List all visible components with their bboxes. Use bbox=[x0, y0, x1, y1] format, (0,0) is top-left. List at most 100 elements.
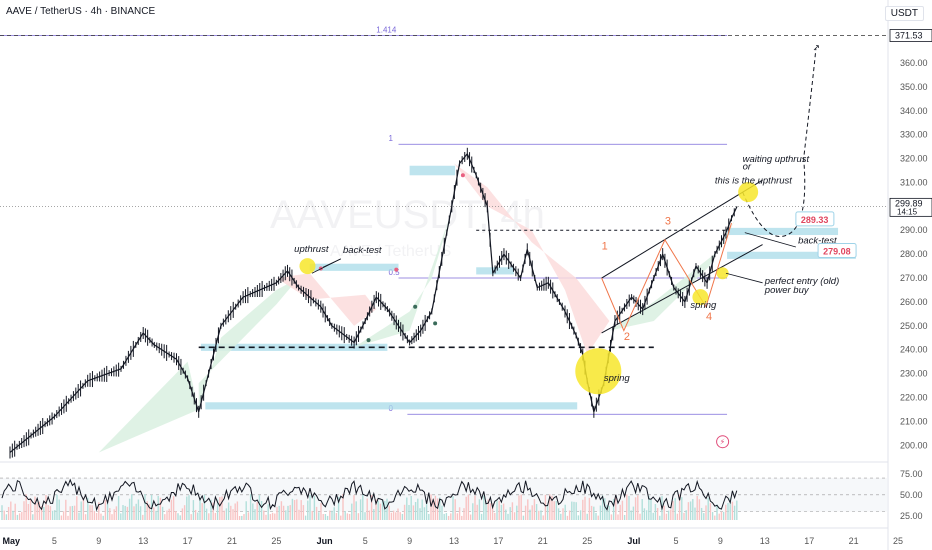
price-path-segment bbox=[520, 249, 528, 279]
trend-cloud bbox=[354, 211, 452, 348]
price-path-segment bbox=[120, 332, 144, 370]
signal-dot bbox=[366, 338, 371, 343]
target-price-label: 371.53 bbox=[895, 31, 923, 41]
annotation-text: perfect entry (old) bbox=[764, 276, 839, 287]
wave-label: 2 bbox=[624, 331, 630, 343]
time-tick-label: Jul bbox=[627, 536, 640, 546]
annotation-text: spring bbox=[604, 373, 631, 384]
price-tick-label: 260.00 bbox=[900, 297, 928, 307]
highlight-circle bbox=[575, 348, 622, 395]
price-path-segment bbox=[451, 163, 461, 207]
price-tick-label: 330.00 bbox=[900, 130, 928, 140]
signal-dot bbox=[433, 321, 438, 326]
rsi-line bbox=[1, 478, 738, 512]
time-tick-label: 21 bbox=[227, 536, 237, 546]
projection-path bbox=[742, 48, 817, 237]
price-tick-label: 360.00 bbox=[900, 58, 928, 68]
trend-cloud bbox=[98, 361, 199, 453]
highlight-circle bbox=[716, 267, 729, 280]
time-tick-label: 9 bbox=[96, 536, 101, 546]
wave-label: 3 bbox=[665, 215, 671, 227]
time-tick-label: 9 bbox=[718, 536, 723, 546]
currency-button[interactable]: USDT bbox=[884, 6, 924, 21]
price-tag: 279.08 bbox=[817, 243, 857, 259]
annotation-text: spring bbox=[690, 300, 717, 311]
time-tick-label: 17 bbox=[183, 536, 193, 546]
current-price-label: 299.89 bbox=[895, 198, 923, 208]
wave-label: 1 bbox=[602, 240, 608, 252]
candle-countdown-label: 14:15 bbox=[897, 207, 918, 216]
time-tick-label: 25 bbox=[893, 536, 903, 546]
support-zone bbox=[409, 165, 456, 176]
time-tick-label: 21 bbox=[538, 536, 548, 546]
time-tick-label: 13 bbox=[138, 536, 148, 546]
price-tick-label: 210.00 bbox=[900, 416, 928, 426]
rsi-tick-label: 25.00 bbox=[900, 511, 923, 521]
price-tick-label: 340.00 bbox=[900, 106, 928, 116]
channel-lower-line bbox=[601, 244, 763, 334]
price-tick-label: 250.00 bbox=[900, 321, 928, 331]
annotation-text: this is the upthrust bbox=[715, 176, 792, 187]
time-tick-label: 13 bbox=[449, 536, 459, 546]
price-tick-label: 320.00 bbox=[900, 154, 928, 164]
alert-bolt-glyph: ⚡ bbox=[720, 438, 726, 447]
annotation-pointer bbox=[322, 258, 341, 268]
price-tag: 289.33 bbox=[795, 211, 835, 227]
highlight-circle bbox=[692, 289, 709, 306]
wave-label: 4 bbox=[706, 311, 712, 323]
highlight-circle bbox=[299, 258, 316, 275]
signal-dot bbox=[413, 304, 418, 309]
price-path-segment bbox=[331, 325, 355, 344]
annotation-text: upthrust bbox=[294, 244, 329, 255]
current-price-box bbox=[889, 197, 932, 217]
target-price-box bbox=[889, 29, 932, 42]
annotation-text: or bbox=[743, 161, 752, 172]
price-tick-label: 310.00 bbox=[900, 177, 928, 187]
price-tick-label: 230.00 bbox=[900, 369, 928, 379]
price-tick-label: 240.00 bbox=[900, 345, 928, 355]
channel-upper-line bbox=[601, 179, 763, 279]
fib-level-label: 0.5 bbox=[389, 268, 401, 277]
price-tag-label: 289.33 bbox=[801, 215, 829, 225]
price-tag-label: 279.08 bbox=[823, 247, 851, 257]
time-tick-label: 5 bbox=[363, 536, 368, 546]
watermark-text: AAVEUSDT, 4h bbox=[270, 193, 545, 237]
price-tick-label: 280.00 bbox=[900, 249, 928, 259]
price-path-segment bbox=[198, 325, 222, 412]
annotation-pointer bbox=[725, 272, 763, 284]
time-tick-label: 25 bbox=[582, 536, 592, 546]
annotation-text: back-test bbox=[343, 245, 382, 256]
time-tick-label: 5 bbox=[52, 536, 57, 546]
price-path-segment bbox=[575, 335, 584, 355]
rsi-tick-label: 50.00 bbox=[900, 490, 923, 500]
price-tick-label: 200.00 bbox=[900, 440, 928, 450]
annotation-text: power buy bbox=[764, 285, 810, 296]
fib-level-label: 1.414 bbox=[376, 26, 397, 35]
support-zone bbox=[309, 263, 399, 271]
price-path-segment bbox=[706, 253, 716, 283]
price-tag-box bbox=[817, 243, 857, 259]
rsi-tick-label: 75.00 bbox=[900, 469, 923, 479]
price-path-segment bbox=[298, 287, 322, 308]
support-zone bbox=[727, 227, 839, 236]
price-tick-label: 290.00 bbox=[900, 225, 928, 235]
watermark-subtext: AAVE / TetherUS bbox=[330, 243, 451, 260]
time-tick-label: Jun bbox=[317, 536, 333, 546]
annotation-pointer bbox=[744, 232, 796, 248]
signal-dot bbox=[460, 173, 465, 178]
time-tick-label: 17 bbox=[493, 536, 503, 546]
alert-bolt-icon bbox=[716, 435, 730, 449]
time-tick-label: 21 bbox=[849, 536, 859, 546]
price-tick-label: 270.00 bbox=[900, 273, 928, 283]
wave-count-path bbox=[601, 222, 732, 332]
time-tick-label: 25 bbox=[271, 536, 281, 546]
fib-level-label: 1 bbox=[389, 134, 394, 143]
signal-dot bbox=[394, 267, 399, 272]
projection-arrowhead: ↗ bbox=[813, 42, 821, 52]
price-tick-label: 350.00 bbox=[900, 82, 928, 92]
support-zone bbox=[205, 402, 578, 410]
symbol-header: AAVE / TetherUS · 4h · BINANCE bbox=[6, 6, 156, 17]
annotation-text: back-test bbox=[798, 235, 837, 246]
